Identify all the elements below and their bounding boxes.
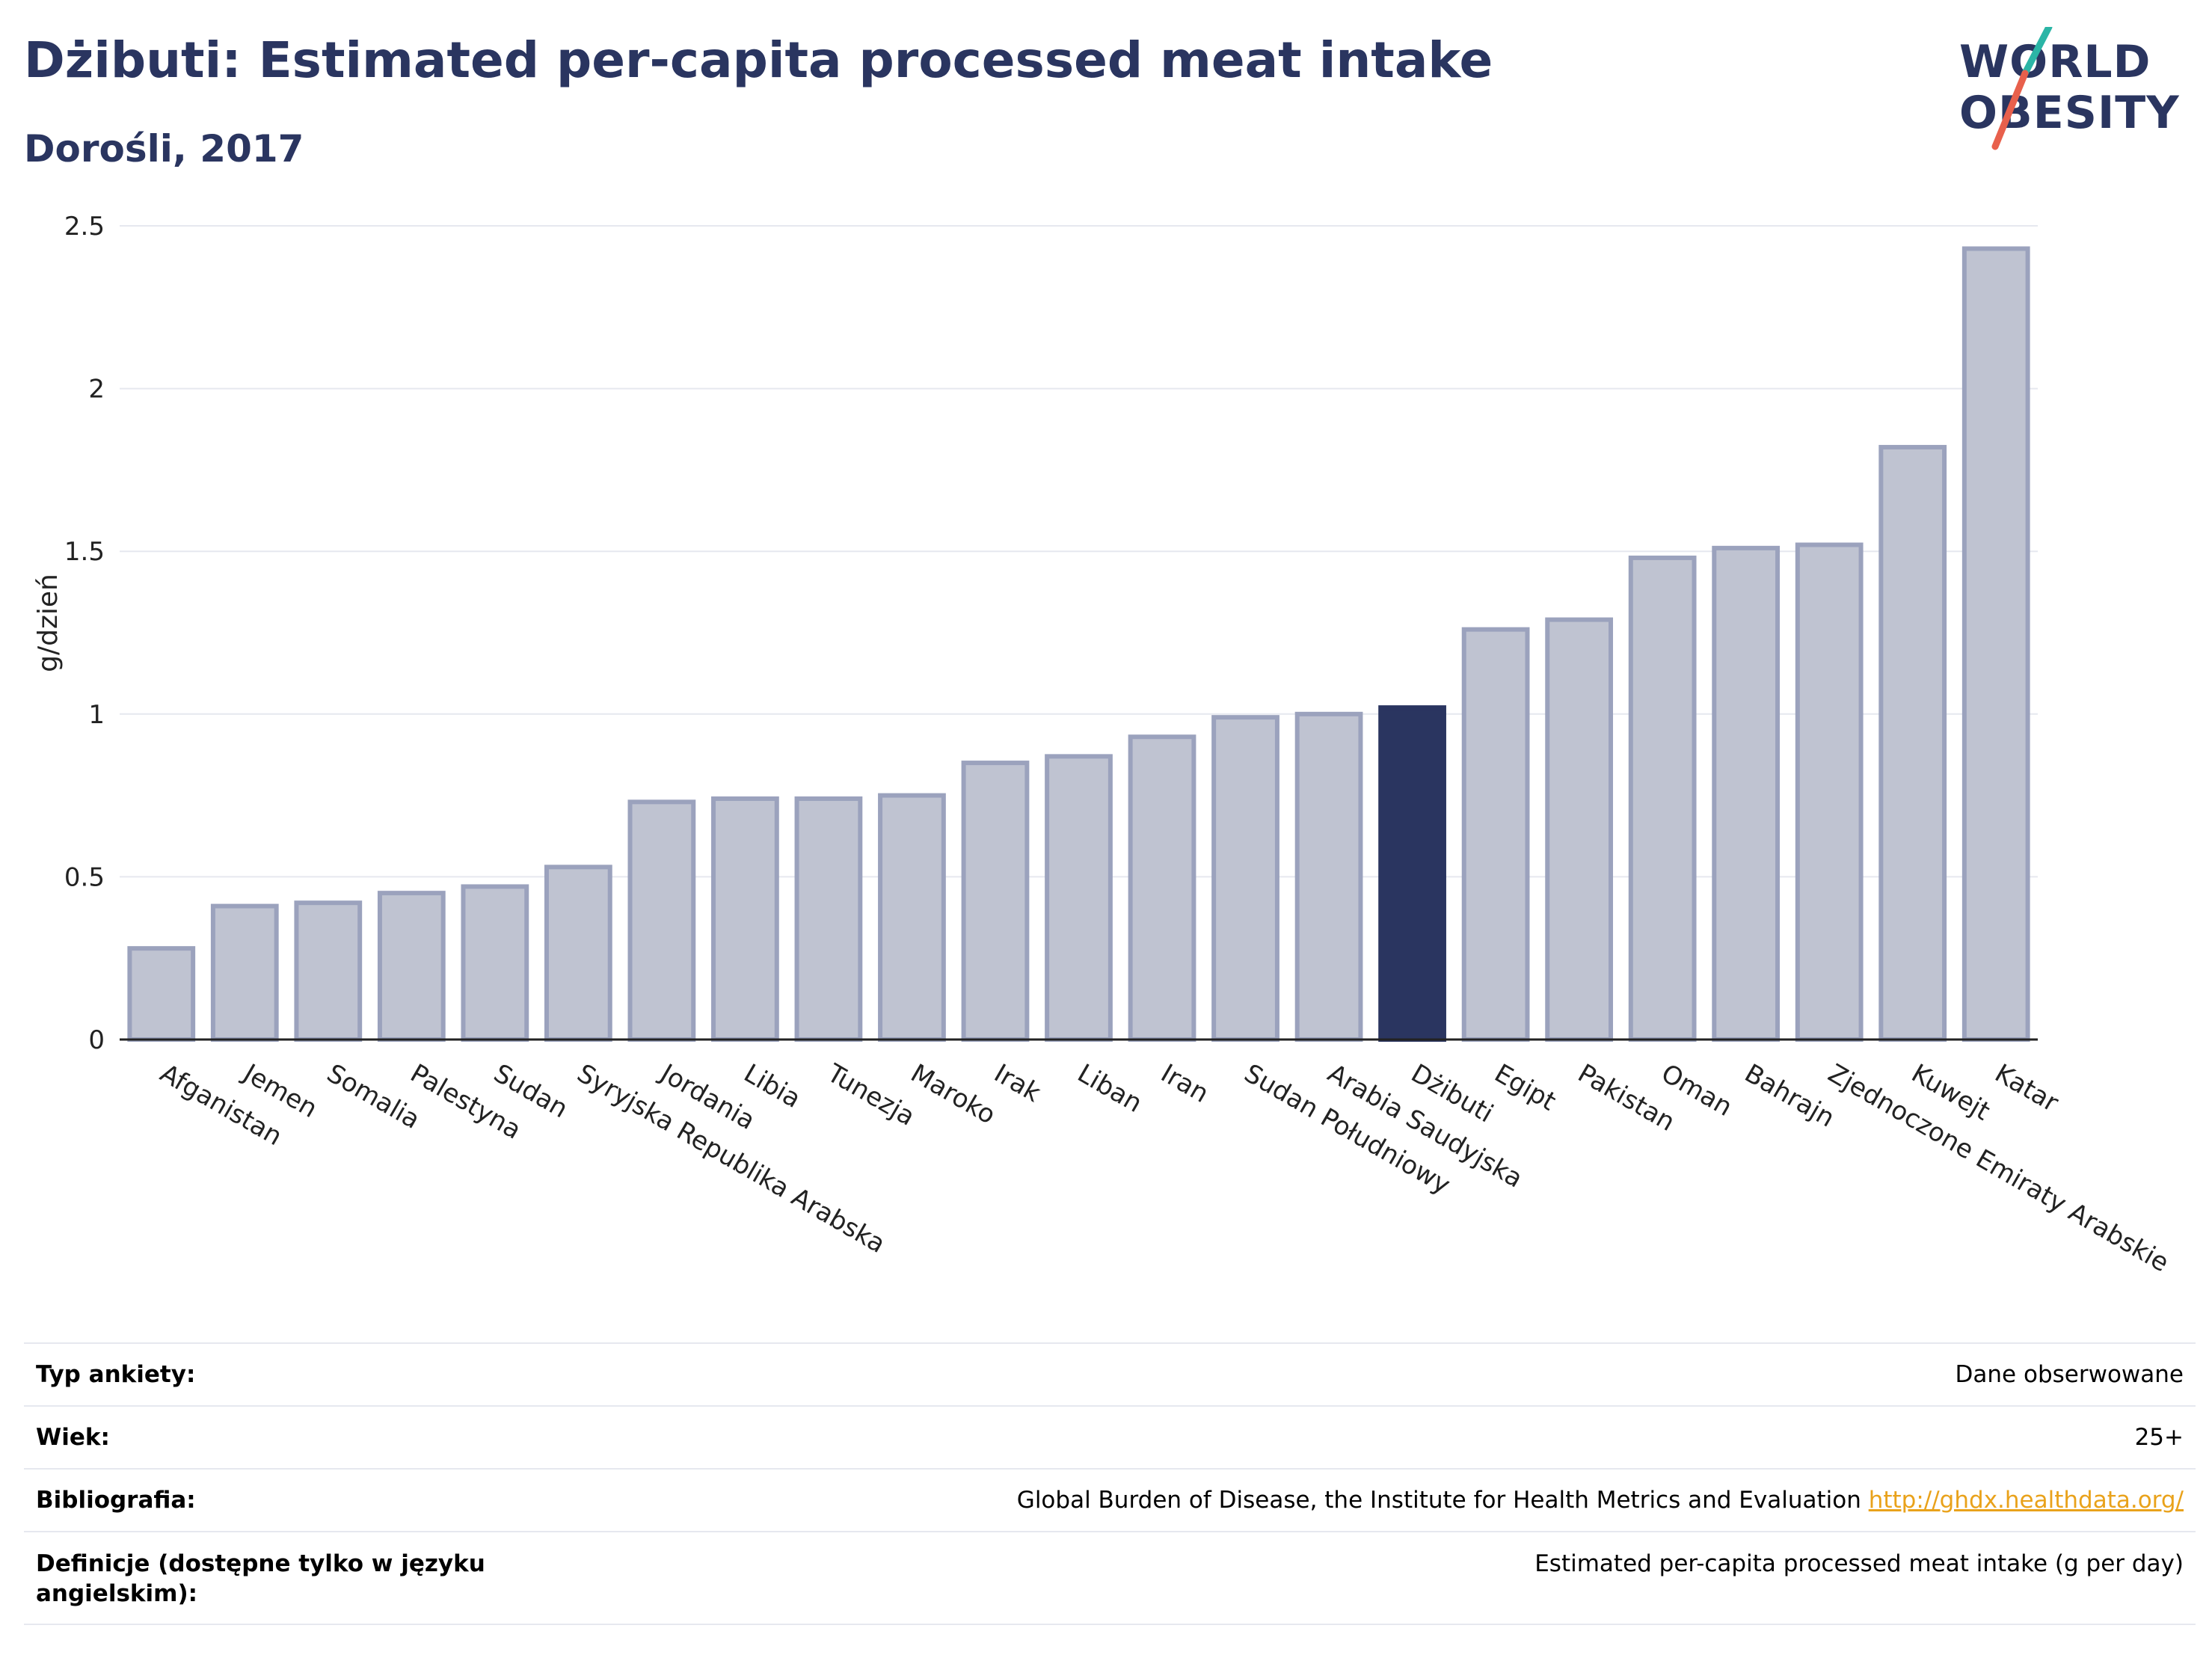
meta-row-age: Wiek: 25+ bbox=[24, 1405, 2196, 1468]
bar-5[interactable] bbox=[544, 865, 612, 1042]
bar-9[interactable] bbox=[878, 793, 946, 1042]
bar-15[interactable] bbox=[1378, 705, 1446, 1042]
bars bbox=[127, 246, 2030, 1043]
y-axis-label: g/dzień bbox=[33, 574, 64, 672]
y-tick-label: 1.5 bbox=[64, 537, 105, 567]
bar-10[interactable] bbox=[961, 761, 1030, 1043]
bibliography-text: Global Burden of Disease, the Institute … bbox=[1016, 1487, 1861, 1514]
bibliography-link[interactable]: http://ghdx.healthdata.org/ bbox=[1868, 1487, 2184, 1514]
x-tick-label: Maroko bbox=[906, 1058, 1001, 1130]
bar-19[interactable] bbox=[1712, 545, 1781, 1042]
meta-key: Typ ankiety: bbox=[36, 1361, 196, 1388]
logo-slash-icon bbox=[1991, 27, 2053, 150]
x-tick-label: Iran bbox=[1156, 1058, 1214, 1109]
bar-21[interactable] bbox=[1878, 444, 1947, 1042]
x-tick-label: Zjednoczone Emiraty Arabskie bbox=[1823, 1058, 2174, 1278]
bar-20[interactable] bbox=[1795, 542, 1864, 1042]
meta-row-bibliography: Bibliografia: Global Burden of Disease, … bbox=[24, 1468, 2196, 1531]
x-tick-label: Katar bbox=[1990, 1058, 2064, 1118]
y-tick-label: 0.5 bbox=[64, 862, 105, 892]
logo-line-1: WORLD bbox=[1959, 36, 2151, 88]
meta-row-survey-type: Typ ankiety: Dane obserwowane bbox=[24, 1342, 2196, 1405]
bar-11[interactable] bbox=[1045, 754, 1113, 1042]
bar-18[interactable] bbox=[1628, 555, 1697, 1042]
x-tick-label: Bahrajn bbox=[1739, 1058, 1840, 1133]
meta-value: Global Burden of Disease, the Institute … bbox=[1017, 1485, 2184, 1515]
bar-8[interactable] bbox=[794, 796, 863, 1043]
bar-0[interactable] bbox=[127, 946, 196, 1043]
bar-6[interactable] bbox=[627, 799, 696, 1042]
chart-title: Dżibuti: Estimated per-capita processed … bbox=[24, 31, 1493, 89]
meta-key: Wiek: bbox=[36, 1424, 110, 1451]
meta-value: 25+ bbox=[2134, 1424, 2184, 1451]
bar-3[interactable] bbox=[377, 891, 446, 1043]
x-tick-label: Irak bbox=[989, 1058, 1045, 1108]
x-tick-label: Tunezja bbox=[822, 1058, 921, 1132]
y-tick-label: 1 bbox=[88, 700, 105, 730]
bar-2[interactable] bbox=[294, 900, 363, 1042]
meta-key: Bibliografia: bbox=[36, 1487, 196, 1514]
bar-12[interactable] bbox=[1128, 734, 1196, 1042]
bar-13[interactable] bbox=[1211, 715, 1279, 1042]
bar-16[interactable] bbox=[1461, 627, 1530, 1042]
x-tick-label: Somalia bbox=[322, 1058, 425, 1135]
y-tick-label: 0 bbox=[88, 1025, 105, 1055]
meta-key: Definicje (dostępne tylko w języku angie… bbox=[36, 1550, 485, 1607]
bar-14[interactable] bbox=[1294, 711, 1363, 1042]
bar-7[interactable] bbox=[711, 796, 779, 1043]
bar-4[interactable] bbox=[461, 884, 529, 1043]
logo-line-2: OBESITY bbox=[1959, 87, 2180, 139]
bar-1[interactable] bbox=[210, 903, 279, 1042]
x-tick-label: Egipt bbox=[1490, 1058, 1561, 1117]
meta-value: Estimated per-capita processed meat inta… bbox=[1534, 1550, 2184, 1577]
y-tick-label: 2.5 bbox=[64, 212, 105, 242]
bar-22[interactable] bbox=[1961, 246, 2030, 1042]
metadata-table: Typ ankiety: Dane obserwowane Wiek: 25+ … bbox=[24, 1342, 2196, 1625]
meta-value: Dane obserwowane bbox=[1955, 1361, 2184, 1388]
chart-subtitle: Dorośli, 2017 bbox=[24, 127, 304, 171]
y-tick-label: 2 bbox=[88, 375, 105, 405]
world-obesity-logo[interactable]: WORLD OBESITY bbox=[1959, 27, 2199, 157]
bar-17[interactable] bbox=[1545, 617, 1614, 1042]
meta-row-definitions: Definicje (dostępne tylko w języku angie… bbox=[24, 1531, 2196, 1625]
x-tick-label: Liban bbox=[1072, 1058, 1147, 1119]
